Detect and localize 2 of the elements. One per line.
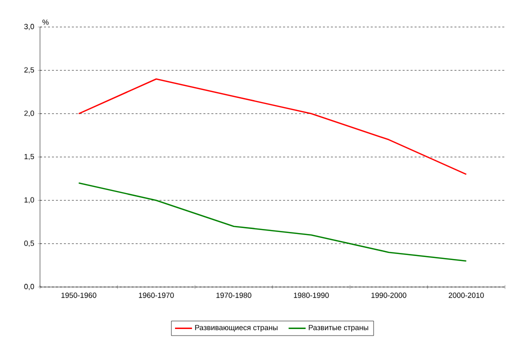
line-series <box>78 182 467 262</box>
line-series <box>78 78 467 175</box>
